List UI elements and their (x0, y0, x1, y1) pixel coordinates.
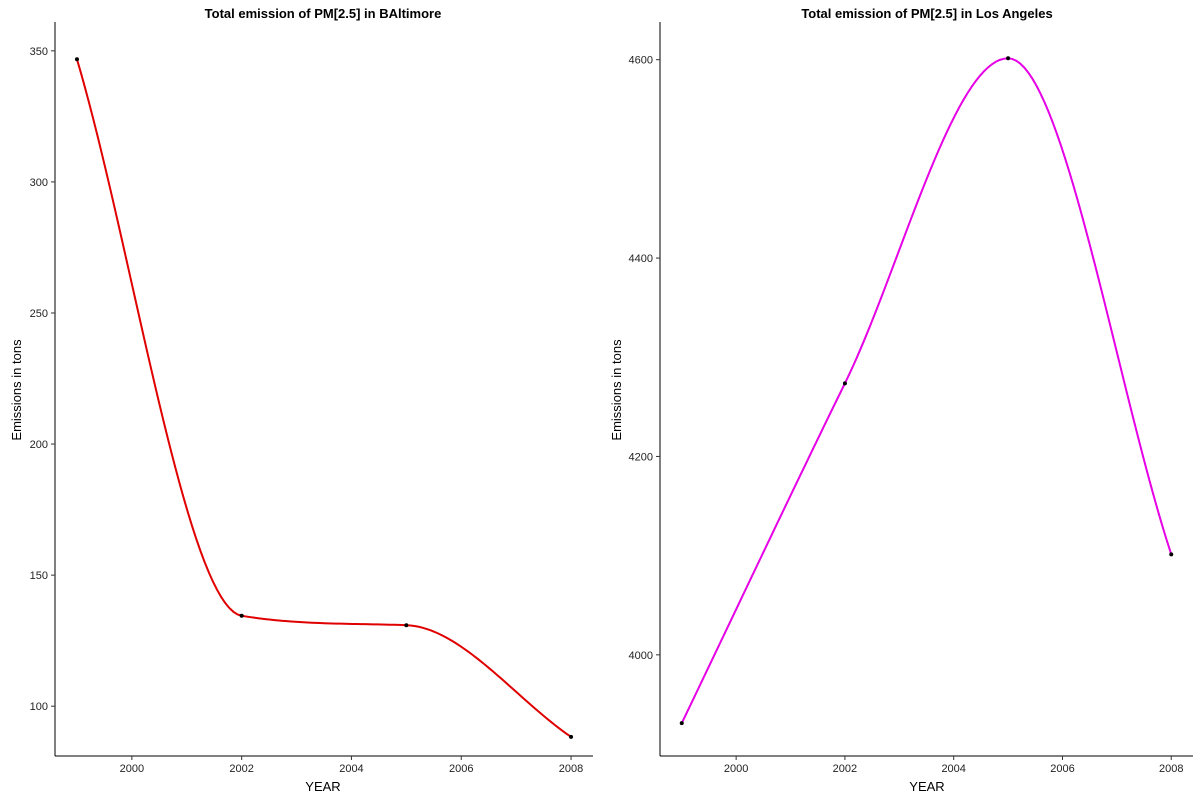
x-tick-label: 2002 (833, 763, 857, 775)
y-tick-label: 300 (30, 177, 48, 189)
y-tick-label: 4200 (629, 451, 653, 463)
x-tick-label: 2004 (339, 763, 363, 775)
x-tick-label: 2006 (449, 763, 473, 775)
x-tick-label: 2002 (229, 763, 253, 775)
data-point (1006, 56, 1011, 61)
x-tick-label: 2004 (941, 763, 965, 775)
y-tick-label: 4600 (629, 55, 653, 67)
y-tick-label: 200 (30, 439, 48, 451)
series-line (75, 58, 572, 738)
y-tick-label: 4400 (629, 253, 653, 265)
y-tick-label: 4000 (629, 650, 653, 662)
y-tick-label: 250 (30, 308, 48, 320)
y-axis-title: Emissions in tons (9, 339, 24, 441)
data-point (569, 734, 574, 739)
x-axis-title: YEAR (305, 779, 340, 794)
data-point (74, 57, 79, 62)
plot-area: 2000 2002 2004 2006 2008 4000 4200 4400 4600 (629, 22, 1193, 775)
data-point (842, 381, 847, 386)
data-point (404, 623, 409, 628)
data-point (1169, 552, 1174, 557)
y-tick-label: 150 (30, 570, 48, 582)
x-tick-label: 2008 (559, 763, 583, 775)
data-point (239, 613, 244, 618)
chart-title: Total emission of PM[2.5] in BAltimore (205, 6, 442, 21)
x-tick-label: 2000 (724, 763, 748, 775)
plot-area: 2000 2002 2004 2006 2008 100 150 200 250 300 350 (30, 22, 593, 775)
x-axis-title: YEAR (909, 779, 944, 794)
data-point (679, 721, 684, 726)
y-tick-label: 100 (30, 701, 48, 713)
x-tick-label: 2000 (120, 763, 144, 775)
chart-title: Total emission of PM[2.5] in Los Angeles (801, 6, 1052, 21)
x-tick-label: 2008 (1159, 763, 1183, 775)
y-tick-label: 350 (30, 46, 48, 58)
chart-panel-los-angeles: Total emission of PM[2.5] in Los Angeles… (609, 6, 1193, 794)
y-axis-title: Emissions in tons (609, 339, 624, 441)
x-tick-label: 2006 (1050, 763, 1074, 775)
chart-panel-baltimore: Total emission of PM[2.5] in BAltimore Y… (9, 6, 593, 794)
series-line (680, 57, 1173, 724)
